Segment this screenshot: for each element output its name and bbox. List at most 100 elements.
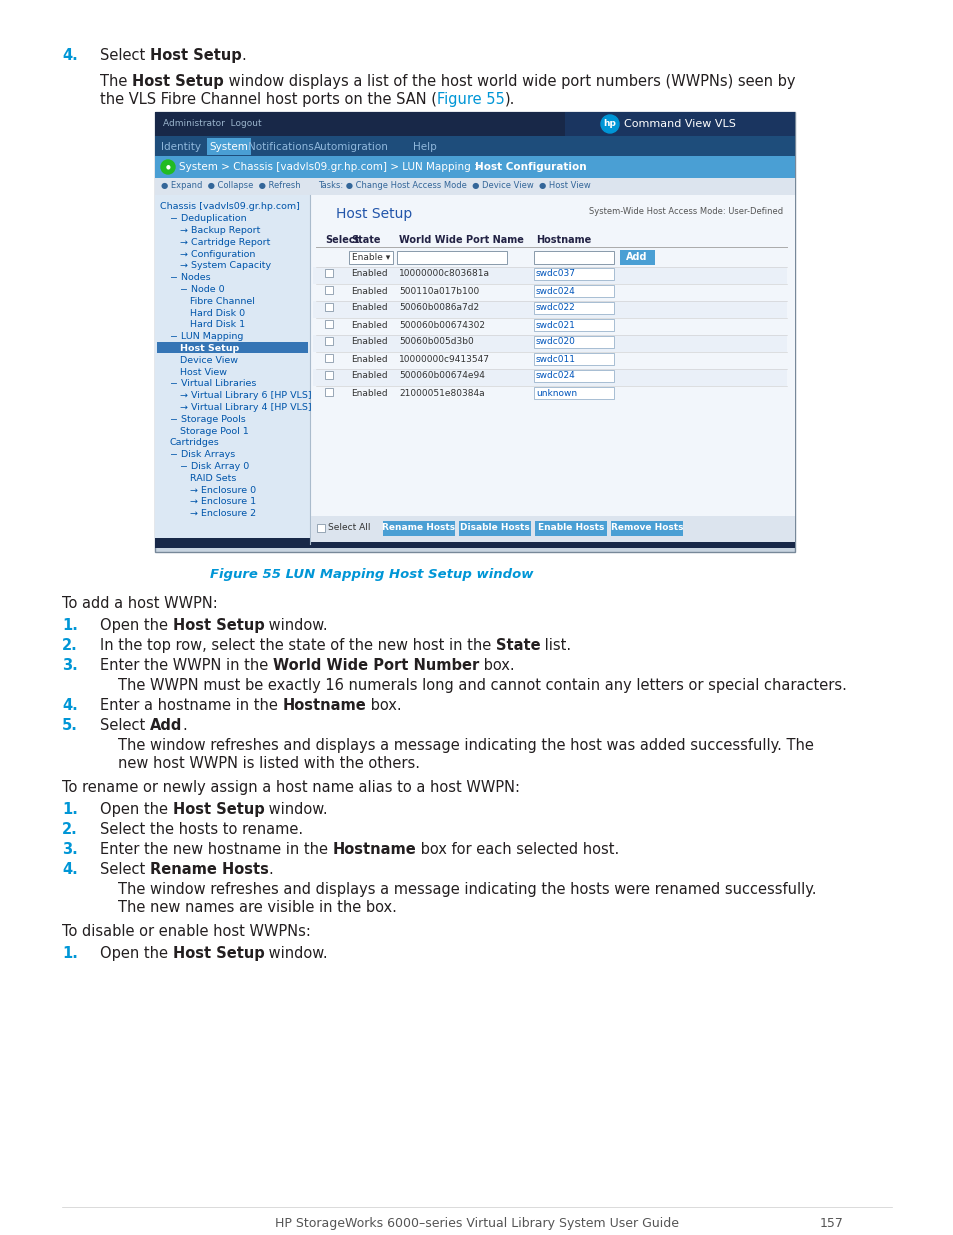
- Text: In the top row, select the state of the new host in the: In the top row, select the state of the …: [100, 638, 496, 653]
- Text: − Deduplication: − Deduplication: [170, 214, 247, 224]
- Text: Open the: Open the: [100, 618, 172, 634]
- Bar: [325, 354, 333, 362]
- Text: Disable Hosts: Disable Hosts: [459, 524, 529, 532]
- Bar: [564, 112, 794, 136]
- Text: Enter the new hostname in the: Enter the new hostname in the: [100, 842, 333, 857]
- Text: The: The: [100, 74, 132, 89]
- Bar: [535, 521, 606, 536]
- Text: → Virtual Library 6 [HP VLS]: → Virtual Library 6 [HP VLS]: [180, 391, 312, 400]
- Text: The new names are visible in the box.: The new names are visible in the box.: [118, 900, 396, 915]
- Text: World Wide Port Name: World Wide Port Name: [398, 235, 523, 245]
- Bar: [534, 387, 614, 399]
- Text: swdc021: swdc021: [536, 321, 576, 330]
- Text: − Node 0: − Node 0: [180, 285, 224, 294]
- Text: World Wide Port Number: World Wide Port Number: [273, 658, 478, 673]
- Text: window.: window.: [264, 802, 328, 818]
- Bar: [382, 521, 455, 536]
- Text: 3.: 3.: [62, 842, 77, 857]
- Text: Rename Hosts: Rename Hosts: [382, 524, 456, 532]
- Text: Select: Select: [100, 862, 150, 877]
- Text: 4.: 4.: [62, 862, 77, 877]
- Text: System > Chassis [vadvls09.gr.hp.com] > LUN Mapping >: System > Chassis [vadvls09.gr.hp.com] > …: [179, 162, 485, 172]
- Text: Rename Hosts: Rename Hosts: [150, 862, 269, 877]
- Text: Hostname: Hostname: [333, 842, 416, 857]
- Text: RAID Sets: RAID Sets: [190, 474, 236, 483]
- Text: hp: hp: [603, 120, 616, 128]
- Text: Host Setup: Host Setup: [335, 207, 412, 221]
- Text: new host WWPN is listed with the others.: new host WWPN is listed with the others.: [118, 756, 419, 771]
- Text: 50060b0086a7d2: 50060b0086a7d2: [398, 304, 478, 312]
- Text: Device View: Device View: [180, 356, 237, 364]
- Text: 4.: 4.: [62, 698, 77, 713]
- Text: ● Expand  ● Collapse  ● Refresh: ● Expand ● Collapse ● Refresh: [161, 182, 300, 190]
- Bar: [316, 524, 325, 532]
- Text: Select the hosts to rename.: Select the hosts to rename.: [100, 823, 303, 837]
- Text: Hard Disk 0: Hard Disk 0: [190, 309, 245, 317]
- Bar: [157, 342, 308, 353]
- Text: Enter a hostname in the: Enter a hostname in the: [100, 698, 282, 713]
- Text: Enter the WWPN in the: Enter the WWPN in the: [100, 658, 273, 673]
- Text: .: .: [241, 48, 246, 63]
- Text: the VLS Fibre Channel host ports on the SAN (: the VLS Fibre Channel host ports on the …: [100, 91, 436, 107]
- Text: − LUN Mapping: − LUN Mapping: [170, 332, 243, 341]
- Text: unknown: unknown: [536, 389, 577, 398]
- Bar: [458, 521, 531, 536]
- Text: Enabled: Enabled: [351, 304, 387, 312]
- Text: 157: 157: [820, 1216, 843, 1230]
- Text: Host Setup: Host Setup: [172, 946, 264, 961]
- Text: Enable ▾: Enable ▾: [352, 252, 390, 262]
- Text: → Backup Report: → Backup Report: [180, 226, 260, 235]
- Bar: [154, 136, 794, 156]
- Bar: [311, 516, 794, 542]
- Text: The window refreshes and displays a message indicating the host was added succes: The window refreshes and displays a mess…: [118, 739, 813, 753]
- Text: Open the: Open the: [100, 946, 172, 961]
- Text: 1.: 1.: [62, 946, 78, 961]
- Text: Enable Hosts: Enable Hosts: [537, 524, 603, 532]
- Text: − Disk Array 0: − Disk Array 0: [180, 462, 249, 471]
- Circle shape: [600, 115, 618, 133]
- Text: Host View: Host View: [180, 368, 227, 377]
- Text: Host Setup: Host Setup: [172, 618, 264, 634]
- Text: Host Setup: Host Setup: [132, 74, 224, 89]
- Text: Select: Select: [100, 718, 150, 734]
- Bar: [534, 285, 614, 296]
- Bar: [313, 335, 786, 352]
- Text: Add: Add: [625, 252, 647, 262]
- Bar: [534, 251, 614, 264]
- Bar: [154, 178, 794, 195]
- Bar: [325, 303, 333, 311]
- Text: swdc024: swdc024: [536, 287, 576, 295]
- Circle shape: [161, 161, 174, 174]
- Bar: [154, 195, 310, 543]
- Text: To add a host WWPN:: To add a host WWPN:: [62, 597, 217, 611]
- Text: Enabled: Enabled: [351, 354, 387, 363]
- Text: Enabled: Enabled: [351, 321, 387, 330]
- Bar: [154, 156, 794, 178]
- Text: ●: ●: [166, 164, 171, 169]
- Text: Enabled: Enabled: [351, 372, 387, 380]
- Text: 10000000c9413547: 10000000c9413547: [398, 354, 490, 363]
- Bar: [325, 370, 333, 379]
- Text: − Disk Arrays: − Disk Arrays: [170, 451, 235, 459]
- Text: → System Capacity: → System Capacity: [180, 262, 271, 270]
- Bar: [534, 336, 614, 348]
- Text: 21000051e80384a: 21000051e80384a: [398, 389, 484, 398]
- Text: The WWPN must be exactly 16 numerals long and cannot contain any letters or spec: The WWPN must be exactly 16 numerals lon…: [118, 678, 846, 693]
- Text: System: System: [210, 142, 248, 152]
- Text: Fibre Channel: Fibre Channel: [190, 296, 254, 306]
- Text: Storage Pool 1: Storage Pool 1: [180, 426, 249, 436]
- Text: − Storage Pools: − Storage Pools: [170, 415, 246, 424]
- Text: Host Setup: Host Setup: [180, 345, 239, 353]
- Text: State: State: [496, 638, 540, 653]
- Text: ).: ).: [504, 91, 515, 107]
- Bar: [313, 301, 786, 317]
- Text: → Virtual Library 4 [HP VLS]: → Virtual Library 4 [HP VLS]: [180, 403, 312, 412]
- Text: box for each selected host.: box for each selected host.: [416, 842, 619, 857]
- Text: 2.: 2.: [62, 823, 77, 837]
- Text: Add: Add: [150, 718, 182, 734]
- Text: 2.: 2.: [62, 638, 77, 653]
- Text: To rename or newly assign a host name alias to a host WWPN:: To rename or newly assign a host name al…: [62, 781, 519, 795]
- Text: 3.: 3.: [62, 658, 77, 673]
- Text: .: .: [269, 862, 274, 877]
- Text: → Configuration: → Configuration: [180, 249, 255, 258]
